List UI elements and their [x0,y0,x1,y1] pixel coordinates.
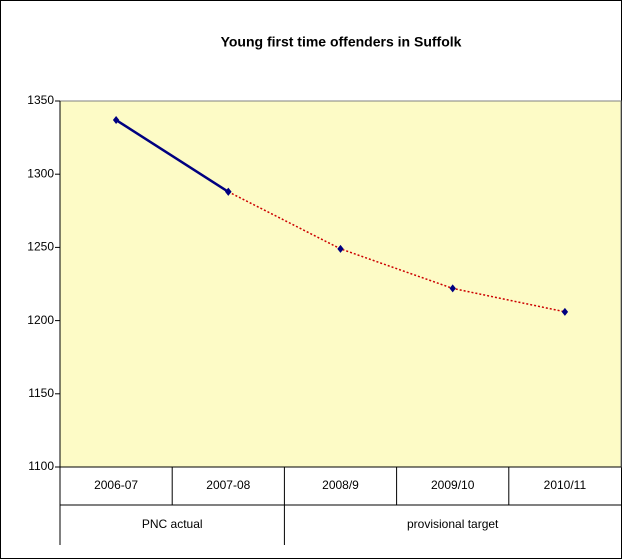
plot-area [59,100,622,468]
x-tick-label: 2007-08 [206,478,250,492]
marker [561,307,569,316]
marker [225,187,232,196]
x-tick-label: 2009/10 [431,478,475,492]
x-tick-label: 2010/11 [544,478,587,492]
series-line [115,118,229,193]
y-tick-label: 1300 [27,166,54,180]
series-line [227,191,566,313]
y-tick-label: 1150 [28,386,54,400]
marker [449,284,456,293]
y-tick-label: 1350 [27,93,54,107]
marker [112,116,120,125]
chart-title: Young first time offenders in Suffolk [221,34,462,50]
group-label: provisional target [407,517,499,531]
marker [337,244,344,253]
group-label: PNC actual [142,517,203,531]
y-tick-label: 1250 [27,240,54,254]
y-tick-label: 1100 [28,459,54,473]
y-tick-label: 1200 [27,313,54,327]
x-tick-label: 2008/9 [322,478,359,492]
x-tick-label: 2006-07 [94,478,138,492]
